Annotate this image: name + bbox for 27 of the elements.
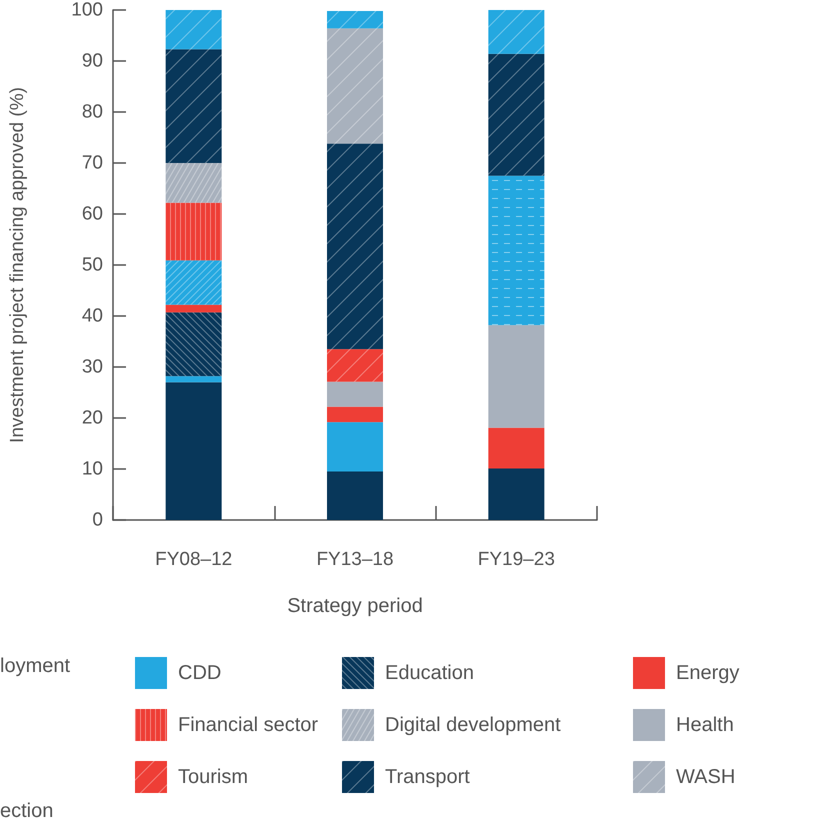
y-tick-label: 10 [82, 458, 103, 480]
y-tick-label: 100 [71, 0, 103, 20]
y-tick-label: 80 [82, 102, 103, 122]
legend-label: Health [676, 714, 734, 736]
legend-label: Financial sector [178, 714, 318, 736]
legend-label: WASH [676, 766, 736, 788]
x-tick-label: FY19–23 [478, 549, 555, 570]
y-axis-title: Investment project financing approved (%) [7, 87, 28, 443]
y-tick-label: 0 [92, 510, 103, 530]
legend-label: CDD [178, 662, 222, 684]
legend-label: Education [385, 662, 474, 684]
legend-label: Energy [676, 662, 740, 684]
y-tick-label: 60 [82, 204, 103, 224]
text: ection [0, 800, 54, 822]
legend-label: Transport [385, 766, 470, 788]
text: loyment [0, 655, 70, 677]
x-tick-label: FY08–12 [155, 549, 232, 570]
y-tick-label: 20 [82, 408, 103, 428]
legend-label: Tourism [178, 766, 248, 788]
y-tick-label: 30 [82, 356, 103, 378]
x-tick-label: FY13–18 [316, 549, 394, 570]
y-tick-label: 70 [82, 152, 103, 174]
y-tick-label: 90 [82, 50, 103, 72]
y-tick-label: 40 [82, 306, 103, 326]
x-axis-title: Strategy period [287, 595, 423, 617]
y-tick-label: 50 [82, 254, 103, 276]
legend-label: Digital development [385, 714, 562, 736]
